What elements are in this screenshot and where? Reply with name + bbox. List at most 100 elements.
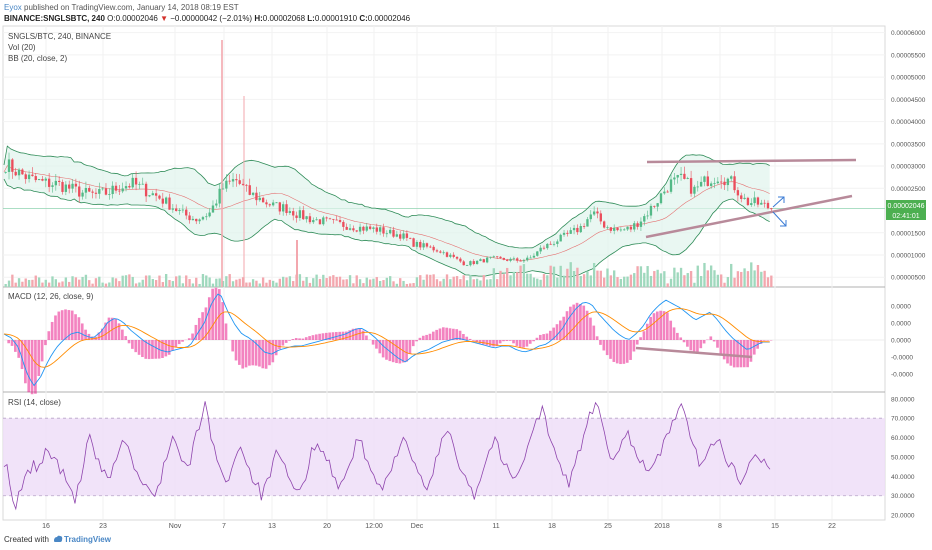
chart-canvas[interactable]: 0.00006000 0.00005500 0.00005000 0.00004500…: [0, 24, 932, 532]
volume-bar: [11, 274, 14, 287]
volume-bar: [37, 277, 41, 287]
volume-bar: [552, 266, 556, 287]
macd-histogram-bar: [241, 340, 245, 369]
volume-bar: [154, 280, 158, 287]
macd-histogram-bar: [351, 328, 355, 340]
macd-histogram-bar: [251, 340, 255, 366]
volume-bar: [756, 264, 760, 287]
macd-histogram-bar: [24, 340, 27, 384]
volume-bar: [355, 275, 358, 287]
macd-histogram-bar: [478, 340, 482, 344]
macd-histogram-bar: [732, 340, 736, 368]
macd-histogram-bar: [274, 340, 278, 356]
candle-body: [54, 180, 57, 186]
macd-histogram-bar: [107, 317, 111, 340]
volume-bar: [556, 277, 559, 287]
volume-bar: [516, 272, 519, 287]
candle-body: [669, 179, 673, 192]
volume-bar: [205, 275, 208, 287]
macd-histogram-bar: [124, 336, 128, 340]
candle-body: [118, 190, 121, 192]
volume-spike: [243, 96, 245, 287]
macd-histogram-bar: [114, 318, 118, 340]
volume-bar: [435, 279, 439, 287]
high-value: 0.00002068: [262, 14, 306, 23]
candle-body: [362, 226, 365, 231]
volume-bar: [278, 278, 282, 287]
candle-body: [141, 183, 144, 185]
candle-body: [17, 169, 21, 176]
macd-trendline: [635, 346, 753, 359]
macd-histogram-bar: [495, 340, 499, 347]
candle-body: [653, 205, 656, 207]
annotations[interactable]: [635, 158, 857, 359]
volume-bar: [462, 275, 465, 287]
y-tick-label: 20.0000: [891, 513, 915, 520]
candle-body: [576, 227, 579, 233]
candle-body: [526, 257, 529, 261]
candle-body: [47, 178, 51, 187]
macd-histogram-bar: [204, 307, 208, 340]
macd-histogram-bar: [134, 340, 138, 353]
x-tick-label: 23: [99, 523, 107, 530]
candle-body: [733, 176, 736, 191]
volume-bar: [546, 275, 549, 287]
macd-histogram-bar: [752, 340, 756, 355]
macd-histogram-bar: [726, 340, 729, 364]
x-tick-label: 22: [828, 523, 836, 530]
candle-body: [221, 188, 225, 190]
candle-body: [599, 213, 602, 222]
macd-histogram-bar: [532, 340, 535, 342]
macd-histogram-bar: [234, 340, 238, 361]
macd-histogram-bar: [552, 327, 556, 340]
change-arrow-icon: ▼: [160, 14, 169, 23]
candle-body: [562, 232, 566, 235]
tradingview-link[interactable]: TradingView: [64, 535, 111, 544]
macd-histogram-bar: [418, 337, 422, 340]
macd-histogram-bar: [619, 340, 622, 365]
macd-histogram-bar: [7, 340, 11, 344]
volume-bar: [285, 277, 288, 287]
macd-histogram-bar: [314, 334, 318, 340]
macd-histogram-bar: [716, 340, 719, 348]
macd-histogram-bar: [298, 338, 301, 340]
candle-body: [51, 185, 54, 187]
candle-body: [579, 226, 582, 233]
candle-body: [372, 227, 375, 229]
macd-histogram-bar: [528, 340, 532, 344]
macd-histogram-bar: [214, 287, 218, 340]
macd-histogram-bar: [696, 340, 699, 354]
volume-bar: [144, 275, 148, 287]
macd-histogram-bar: [164, 340, 168, 357]
candle-body: [566, 232, 569, 234]
candle-body: [716, 181, 720, 184]
author-link[interactable]: Eyox: [4, 3, 22, 12]
volume-bar: [415, 277, 419, 287]
volume-bar: [643, 272, 646, 287]
volume-bar: [312, 278, 315, 287]
macd-histogram-bar: [291, 339, 295, 340]
volume-bar: [693, 282, 696, 287]
candle-body: [71, 183, 74, 189]
candle-body: [475, 260, 479, 265]
macd-histogram-bar: [699, 340, 703, 349]
volume-bar: [519, 265, 522, 287]
volume-bar: [362, 283, 365, 287]
volume-bar: [195, 277, 198, 287]
volume-bar: [740, 271, 743, 287]
candle-body: [295, 215, 298, 218]
candle-body: [255, 192, 258, 201]
volume-bar: [666, 283, 669, 287]
volume-bar: [619, 278, 623, 287]
candle-body: [201, 217, 205, 220]
support-trendline: [645, 194, 853, 239]
candle-body: [154, 193, 158, 196]
candle-body: [91, 191, 94, 193]
volume-bar: [589, 275, 592, 287]
candle-body: [609, 227, 613, 231]
candle-body: [542, 247, 546, 249]
candle-body: [602, 221, 606, 228]
bollinger-bands: [3, 145, 770, 278]
candle-body: [586, 219, 589, 227]
volume-bar: [699, 276, 703, 287]
